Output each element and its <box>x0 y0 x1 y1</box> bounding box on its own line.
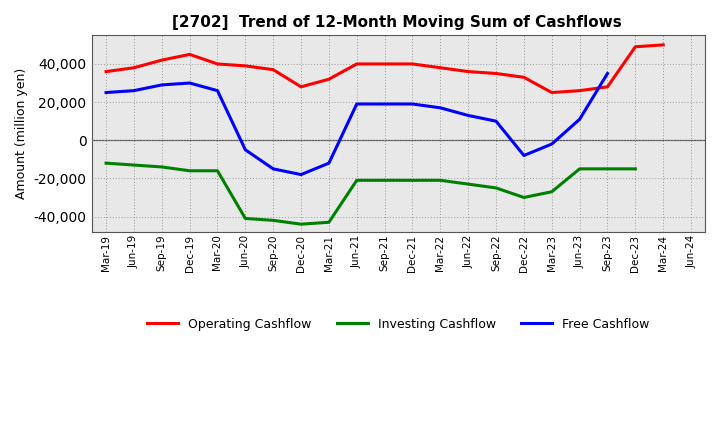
Legend: Operating Cashflow, Investing Cashflow, Free Cashflow: Operating Cashflow, Investing Cashflow, … <box>143 313 655 336</box>
Investing Cashflow <box>464 181 472 187</box>
Investing Cashflow <box>241 216 250 221</box>
Investing Cashflow <box>185 168 194 173</box>
Investing Cashflow <box>353 178 361 183</box>
Investing Cashflow <box>575 166 584 172</box>
Free Cashflow <box>213 88 222 93</box>
Free Cashflow <box>547 141 556 147</box>
Investing Cashflow <box>102 161 110 166</box>
Operating Cashflow <box>130 65 138 70</box>
Line: Operating Cashflow: Operating Cashflow <box>106 45 663 92</box>
Operating Cashflow <box>464 69 472 74</box>
Investing Cashflow <box>213 168 222 173</box>
Operating Cashflow <box>158 58 166 63</box>
Investing Cashflow <box>520 195 528 200</box>
Operating Cashflow <box>241 63 250 69</box>
Operating Cashflow <box>436 65 445 70</box>
Line: Investing Cashflow: Investing Cashflow <box>106 163 635 224</box>
Operating Cashflow <box>185 52 194 57</box>
Operating Cashflow <box>380 61 389 66</box>
Free Cashflow <box>297 172 305 177</box>
Free Cashflow <box>102 90 110 95</box>
Line: Free Cashflow: Free Cashflow <box>106 73 608 175</box>
Free Cashflow <box>325 161 333 166</box>
Free Cashflow <box>185 81 194 86</box>
Free Cashflow <box>520 153 528 158</box>
Investing Cashflow <box>380 178 389 183</box>
Operating Cashflow <box>353 61 361 66</box>
Operating Cashflow <box>547 90 556 95</box>
Operating Cashflow <box>520 75 528 80</box>
Operating Cashflow <box>102 69 110 74</box>
Free Cashflow <box>130 88 138 93</box>
Investing Cashflow <box>603 166 612 172</box>
Free Cashflow <box>436 105 445 110</box>
Operating Cashflow <box>297 84 305 89</box>
Operating Cashflow <box>492 71 500 76</box>
Operating Cashflow <box>631 44 639 49</box>
Investing Cashflow <box>492 185 500 191</box>
Investing Cashflow <box>297 221 305 227</box>
Y-axis label: Amount (million yen): Amount (million yen) <box>15 68 28 199</box>
Operating Cashflow <box>408 61 417 66</box>
Free Cashflow <box>269 166 277 172</box>
Investing Cashflow <box>325 220 333 225</box>
Operating Cashflow <box>213 61 222 66</box>
Free Cashflow <box>408 101 417 106</box>
Investing Cashflow <box>130 162 138 168</box>
Investing Cashflow <box>631 166 639 172</box>
Operating Cashflow <box>575 88 584 93</box>
Investing Cashflow <box>436 178 445 183</box>
Free Cashflow <box>380 101 389 106</box>
Operating Cashflow <box>269 67 277 72</box>
Free Cashflow <box>353 101 361 106</box>
Free Cashflow <box>158 82 166 88</box>
Free Cashflow <box>492 118 500 124</box>
Investing Cashflow <box>408 178 417 183</box>
Investing Cashflow <box>547 189 556 194</box>
Operating Cashflow <box>659 42 667 48</box>
Operating Cashflow <box>325 77 333 82</box>
Investing Cashflow <box>158 164 166 169</box>
Free Cashflow <box>575 117 584 122</box>
Free Cashflow <box>464 113 472 118</box>
Operating Cashflow <box>603 84 612 89</box>
Free Cashflow <box>241 147 250 152</box>
Text: [2702]  Trend of 12-Month Moving Sum of Cashflows: [2702] Trend of 12-Month Moving Sum of C… <box>172 15 621 30</box>
Free Cashflow <box>603 71 612 76</box>
Investing Cashflow <box>269 218 277 223</box>
